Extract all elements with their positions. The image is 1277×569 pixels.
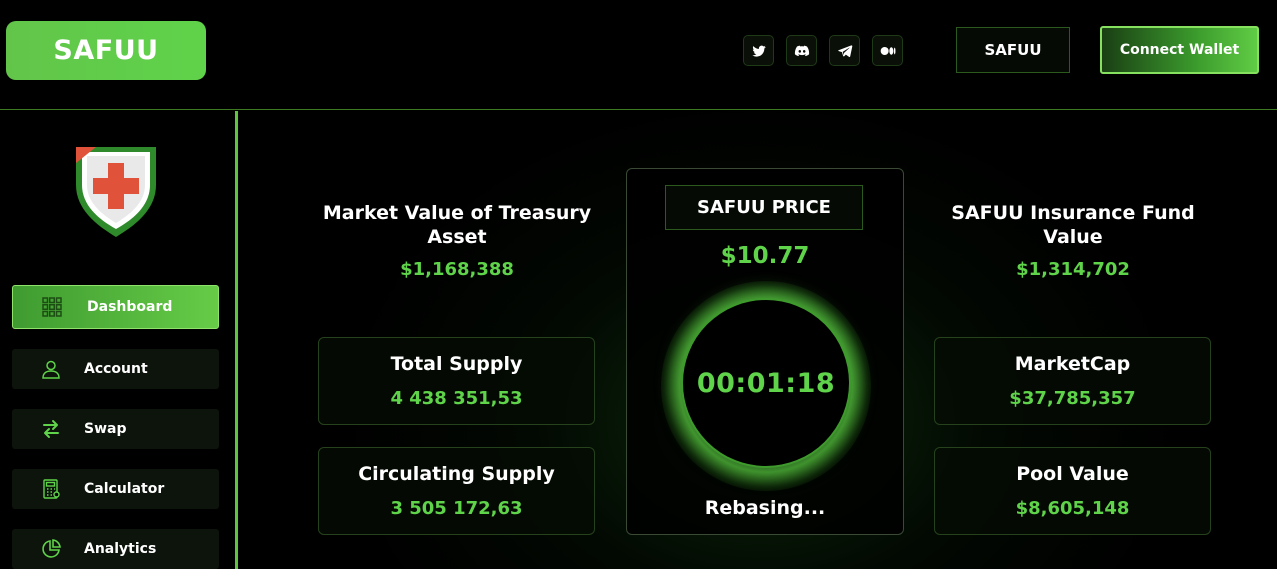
top-header: SAFUU SAFUU Connect Wallet: [0, 0, 1277, 110]
total-supply-card: Total Supply 4 438 351,53: [318, 337, 595, 425]
circulating-supply-value: 3 505 172,63: [390, 498, 523, 519]
sidebar-item-analytics[interactable]: Analytics: [12, 529, 219, 569]
sidebar-item-swap[interactable]: Swap: [12, 409, 219, 449]
rebase-status: Rebasing...: [704, 497, 826, 519]
pie-chart-icon: [40, 538, 62, 560]
sidebar: Dashboard Account Swap: [0, 111, 238, 569]
pool-value-value: $8,605,148: [1015, 498, 1130, 519]
market-cap-title: MarketCap: [1014, 353, 1131, 375]
total-supply-title: Total Supply: [390, 353, 523, 375]
circulating-supply-card: Circulating Supply 3 505 172,63: [318, 447, 595, 535]
telegram-icon[interactable]: [829, 35, 860, 66]
rebase-countdown-ring: 00:01:18: [681, 298, 851, 468]
market-cap-card: MarketCap $37,785,357: [934, 337, 1211, 425]
calculator-icon: [40, 478, 62, 500]
medium-icon[interactable]: [872, 35, 903, 66]
price-label: SAFUU PRICE: [665, 185, 863, 230]
market-cap-value: $37,785,357: [1009, 388, 1136, 409]
treasury-title: Market Value of Treasury Asset: [322, 202, 592, 248]
sidebar-item-label: Analytics: [84, 541, 157, 557]
sidebar-item-label: Calculator: [84, 481, 165, 497]
twitter-icon[interactable]: [743, 35, 774, 66]
circulating-supply-title: Circulating Supply: [358, 463, 555, 485]
sidebar-item-label: Swap: [84, 421, 127, 437]
user-icon: [40, 358, 62, 380]
treasury-value: $1,168,388: [400, 259, 514, 280]
sidebar-item-dashboard[interactable]: Dashboard: [12, 285, 219, 329]
grid-icon: [41, 296, 63, 318]
brand-logo-button[interactable]: SAFUU: [6, 21, 206, 80]
rebase-countdown: 00:01:18: [696, 367, 836, 399]
swap-arrows-icon: [40, 418, 62, 440]
sidebar-item-label: Account: [84, 361, 148, 377]
sidebar-item-label: Dashboard: [87, 299, 173, 315]
connect-wallet-button[interactable]: Connect Wallet: [1100, 26, 1259, 74]
sidebar-item-account[interactable]: Account: [12, 349, 219, 389]
insurance-fund-title: SAFUU Insurance Fund Value: [951, 202, 1195, 248]
pool-value-card: Pool Value $8,605,148: [934, 447, 1211, 535]
price-value: $10.77: [720, 243, 810, 269]
discord-icon[interactable]: [786, 35, 817, 66]
token-button[interactable]: SAFUU: [956, 27, 1070, 73]
pool-value-title: Pool Value: [1016, 463, 1129, 485]
price-panel: SAFUU PRICE $10.77 00:01:18 Rebasing...: [626, 168, 904, 535]
shield-cross-icon: [74, 145, 158, 239]
insurance-fund-value: $1,314,702: [1016, 259, 1130, 280]
total-supply-value: 4 438 351,53: [390, 388, 523, 409]
sidebar-item-calculator[interactable]: Calculator: [12, 469, 219, 509]
